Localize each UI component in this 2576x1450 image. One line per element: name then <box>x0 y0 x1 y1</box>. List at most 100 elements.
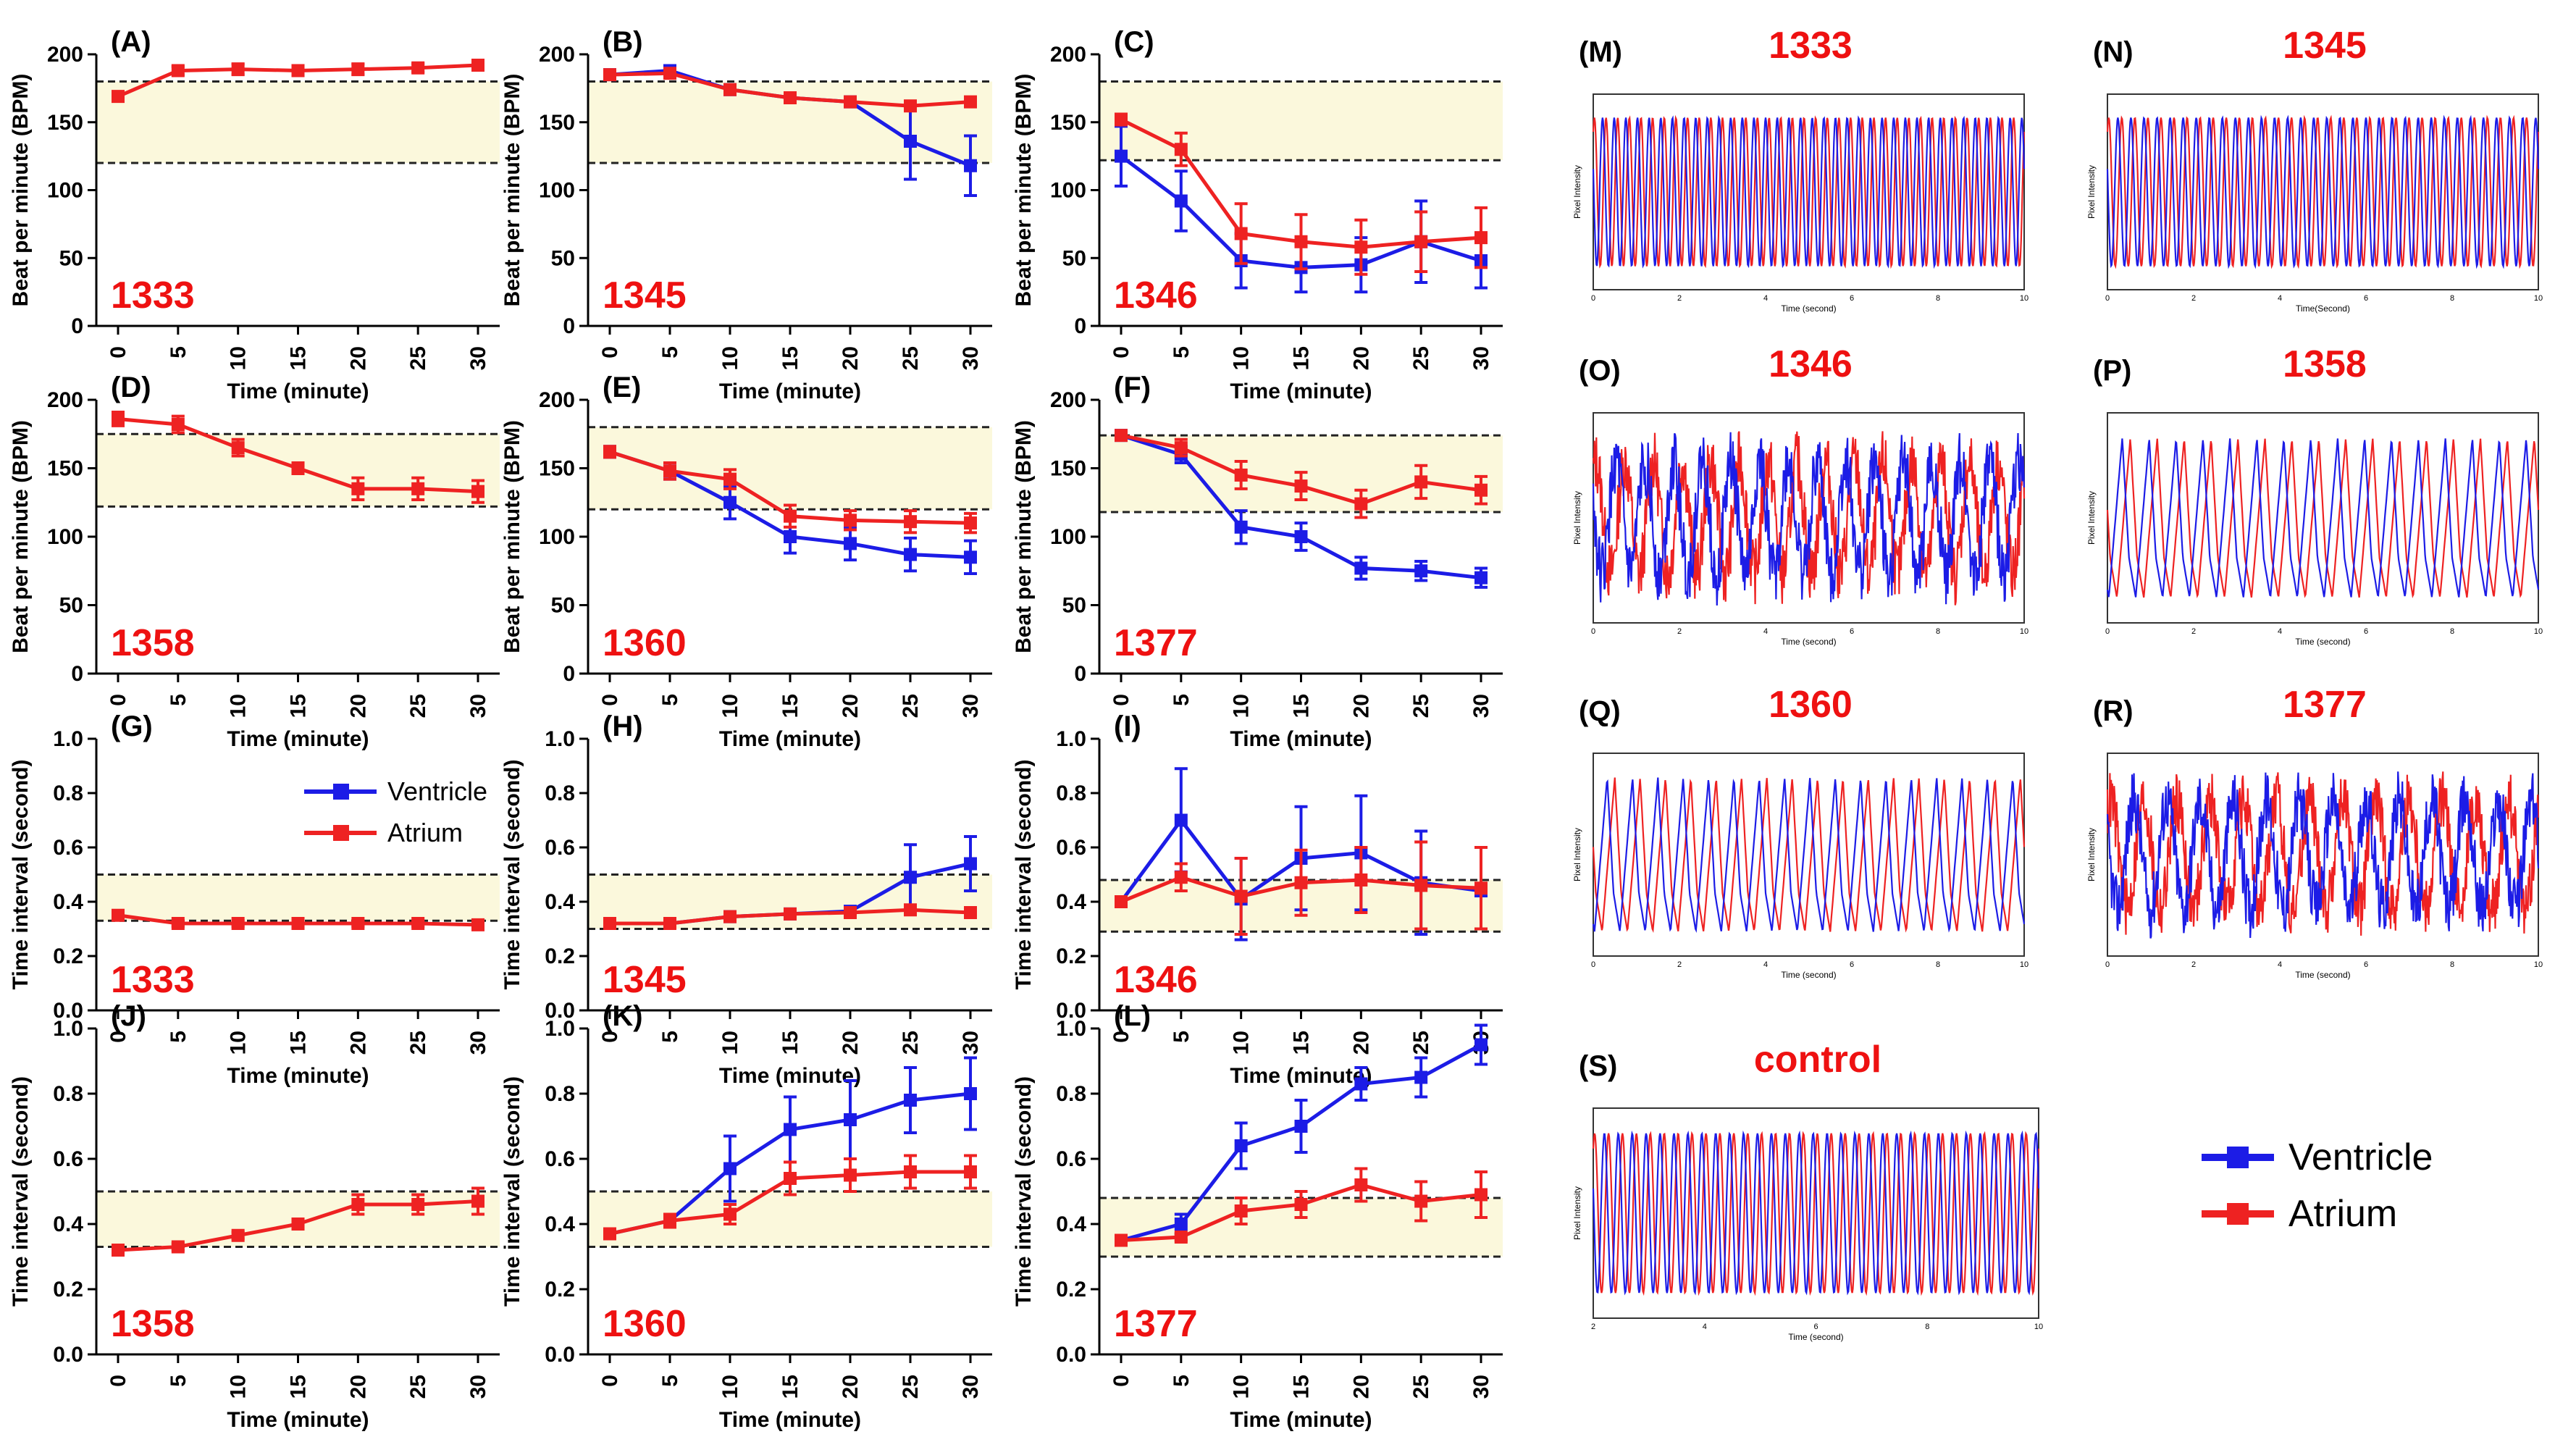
x-tick-label: 10 <box>227 1031 251 1055</box>
chart-panel-b: 0 50 100 150 200 0 5 10 15 20 25 30 Beat per minute … <box>500 26 992 403</box>
x-tick-label: 2 <box>2191 294 2196 303</box>
data-point <box>231 441 245 455</box>
x-tick-label: 5 <box>1170 1375 1193 1387</box>
panel-label: (D) <box>111 372 151 403</box>
x-tick-label: 10 <box>2534 294 2543 303</box>
waveform-panel-p: (P) 1358 Pixel Intensity Time (second) 0 2 4 6 8… <box>2086 343 2543 647</box>
sample-id: 1346 <box>1769 343 1853 385</box>
data-point <box>964 516 977 530</box>
y-tick-label: 0.8 <box>53 781 83 805</box>
x-tick-label: 10 <box>718 694 742 718</box>
data-point <box>784 530 797 543</box>
x-tick-label: 2 <box>1591 1323 1595 1331</box>
data-point <box>411 61 425 75</box>
x-tick-label: 0 <box>106 694 130 706</box>
data-point <box>603 1227 616 1241</box>
x-tick-label: 20 <box>1349 346 1373 370</box>
x-tick-label: 8 <box>1936 294 1940 303</box>
data-point <box>471 918 484 931</box>
x-tick-label: 2 <box>1677 627 1682 636</box>
y-tick-label: 50 <box>59 246 83 270</box>
data-point <box>964 906 977 919</box>
waveform-ventricle <box>1592 777 2026 933</box>
y-tick-label: 50 <box>1062 594 1086 618</box>
x-tick-label: 5 <box>658 694 682 706</box>
data-point <box>1294 1198 1308 1211</box>
x-axis-label: Time (minute) <box>1230 727 1372 751</box>
waveform-panel-o: (O) 1346 Pixel Intensity Time (second) 0 2 4 6 8… <box>1572 343 2029 647</box>
y-tick-label: 0.6 <box>1056 836 1086 860</box>
x-tick-label: 0 <box>598 694 622 706</box>
y-tick-label: 1.0 <box>545 727 575 751</box>
y-tick-label: 150 <box>1050 111 1086 135</box>
data-point <box>171 418 185 432</box>
x-tick-label: 15 <box>1290 346 1314 370</box>
x-tick-label: 15 <box>287 1031 311 1055</box>
x-tick-label: 15 <box>287 346 311 370</box>
data-point <box>1234 1139 1248 1152</box>
data-point <box>1115 149 1128 163</box>
reference-band <box>96 874 500 921</box>
x-tick-label: 10 <box>1230 346 1254 370</box>
sample-id: 1345 <box>603 275 687 317</box>
series-atrium <box>603 903 977 930</box>
y-tick-label: 100 <box>1050 525 1086 549</box>
y-tick-label: 1.0 <box>53 1017 83 1041</box>
y-tick-label: 0.4 <box>545 890 575 914</box>
x-tick-label: 10 <box>1230 1031 1254 1055</box>
data-point <box>1294 530 1308 543</box>
data-point <box>784 1172 797 1185</box>
x-tick-label: 20 <box>839 346 863 370</box>
y-tick-label: 200 <box>539 388 575 412</box>
y-tick-label: 0 <box>1074 314 1086 338</box>
y-axis-label: Pixel Intensity <box>2086 165 2097 219</box>
x-tick-label: 0 <box>1109 1375 1133 1387</box>
x-tick-label: 15 <box>1290 1031 1314 1055</box>
x-tick-label: 15 <box>779 346 802 370</box>
y-tick-label: 0 <box>1074 662 1086 686</box>
data-point <box>603 445 616 458</box>
data-point <box>964 159 977 172</box>
chart-panel-f: 0 50 100 150 200 0 5 10 15 20 25 30 Beat per minute … <box>1012 372 1503 751</box>
x-tick-label: 10 <box>227 694 251 718</box>
data-point <box>112 412 125 426</box>
chart-panel-a: 0 50 100 150 200 0 5 10 15 20 25 30 Beat per minute … <box>9 26 500 403</box>
x-tick-label: 20 <box>346 1031 370 1055</box>
x-tick-label: 2 <box>2191 960 2196 969</box>
data-point <box>663 464 676 478</box>
x-tick-label: 25 <box>406 1375 430 1399</box>
x-tick-label: 25 <box>899 1031 923 1055</box>
data-point <box>904 548 917 561</box>
panel-label: (C) <box>1114 26 1154 58</box>
x-tick-label: 0 <box>1109 694 1133 706</box>
panel-label: (N) <box>2093 36 2134 68</box>
data-point <box>351 1198 365 1211</box>
waveform-ventricle <box>1592 432 2026 606</box>
x-tick-label: 15 <box>1290 694 1314 718</box>
y-tick-label: 1.0 <box>545 1017 575 1041</box>
panel-label: (L) <box>1114 1000 1151 1032</box>
data-point <box>1354 1077 1368 1091</box>
series-atrium <box>603 1154 977 1241</box>
panel-label: (E) <box>603 372 641 403</box>
x-tick-label: 25 <box>1409 694 1433 718</box>
series-atrium <box>112 1186 484 1257</box>
data-point <box>663 917 676 930</box>
sample-id: 1346 <box>1114 275 1198 317</box>
x-tick-label: 30 <box>1469 1375 1493 1399</box>
x-tick-label: 25 <box>899 1375 923 1399</box>
y-tick-label: 0.4 <box>1056 1212 1086 1236</box>
data-point <box>1414 475 1428 489</box>
y-tick-label: 150 <box>1050 457 1086 481</box>
data-point <box>784 907 797 921</box>
x-axis-label: Time (minute) <box>227 380 369 403</box>
data-point <box>784 91 797 104</box>
y-tick-label: 0.8 <box>545 1082 575 1106</box>
x-tick-label: 25 <box>406 1031 430 1055</box>
data-point <box>964 95 977 109</box>
y-tick-label: 200 <box>1050 388 1086 412</box>
x-tick-label: 10 <box>718 1375 742 1399</box>
sample-id: 1345 <box>603 959 687 1001</box>
panel-label: (B) <box>603 26 643 58</box>
data-point <box>411 917 425 930</box>
